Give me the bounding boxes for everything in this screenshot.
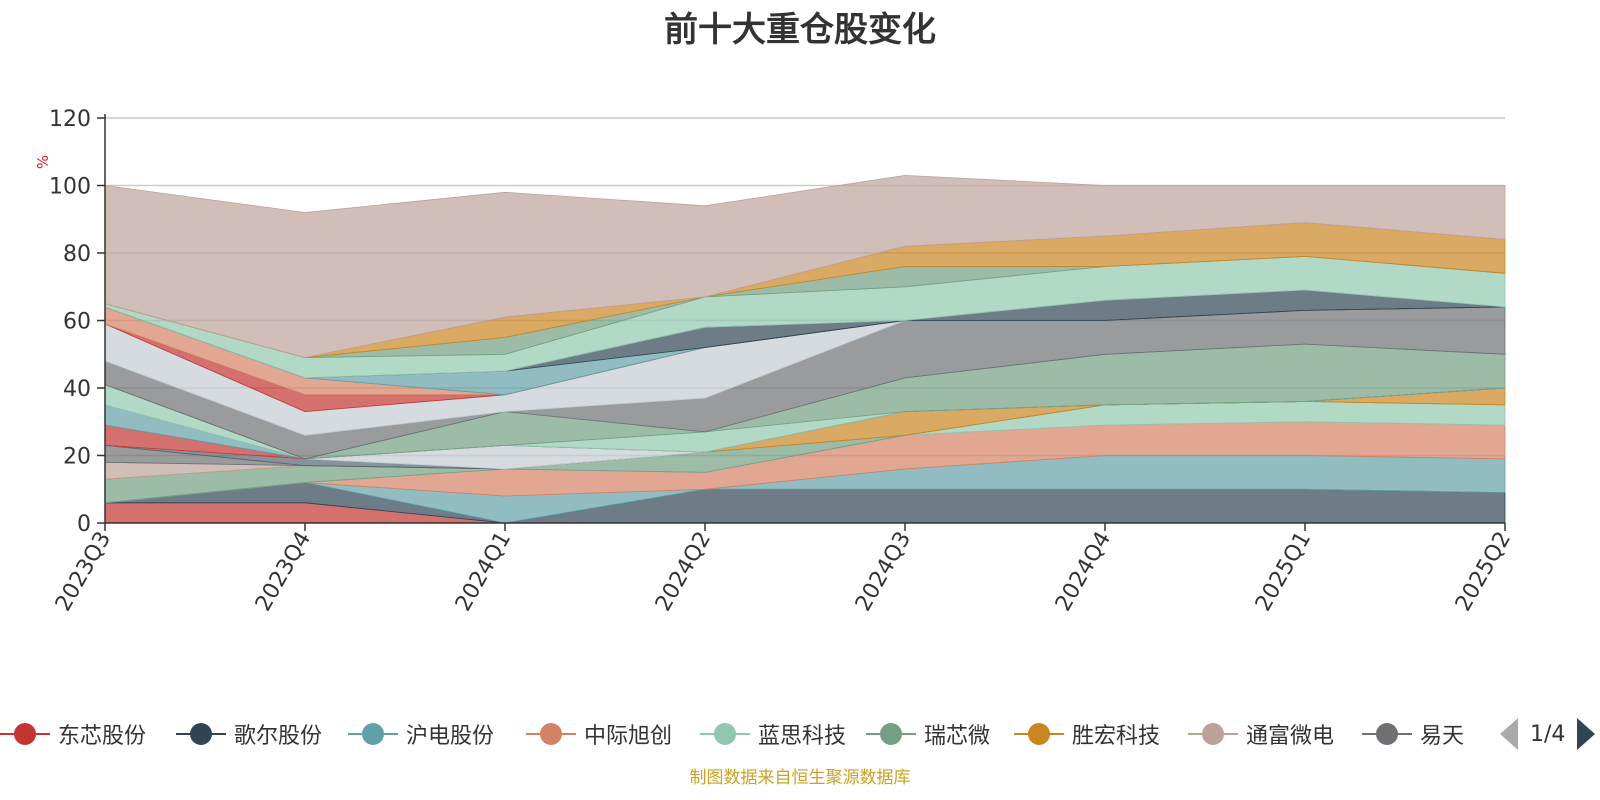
y-tick-label: 0 xyxy=(77,512,91,537)
legend-marker-icon xyxy=(1362,722,1412,746)
legend-item[interactable]: 通富微电 xyxy=(1188,716,1334,752)
legend-label: 东芯股份 xyxy=(58,724,147,749)
y-tick-label: 40 xyxy=(63,377,91,402)
legend-item[interactable]: 瑞芯微 xyxy=(866,716,990,752)
y-tick-label: 100 xyxy=(49,175,91,200)
legend-label: 通富微电 xyxy=(1246,724,1335,749)
legend-item[interactable]: 东芯股份 xyxy=(0,716,146,752)
legend-marker-icon xyxy=(0,722,50,746)
x-tick-label: 2024Q2 xyxy=(651,528,716,616)
area-series-24[interactable] xyxy=(104,174,1506,359)
x-tick-label: 2025Q2 xyxy=(1451,528,1516,616)
legend-label: 中际旭创 xyxy=(584,724,673,749)
x-tick-label: 2024Q1 xyxy=(451,528,516,616)
pager-next-icon[interactable] xyxy=(1577,718,1596,750)
y-tick-label: 80 xyxy=(63,242,91,267)
legend-item[interactable]: 歌尔股份 xyxy=(176,716,322,752)
x-tick-label: 2023Q3 xyxy=(51,528,116,616)
y-tick-label: 120 xyxy=(49,107,91,132)
source-note: 制图数据来自恒生聚源数据库 xyxy=(689,768,911,788)
area-layer xyxy=(104,174,1506,524)
chart-title: 前十大重仓股变化 xyxy=(664,10,936,50)
legend-marker-icon xyxy=(176,722,226,746)
legend-marker-icon xyxy=(526,722,576,746)
legend-label: 易天 xyxy=(1420,724,1465,749)
legend-marker-icon xyxy=(348,722,398,746)
legend-label: 瑞芯微 xyxy=(924,724,991,749)
legend-item[interactable]: 蓝思科技 xyxy=(700,716,846,752)
legend-label: 沪电股份 xyxy=(406,724,495,749)
legend-label: 蓝思科技 xyxy=(758,724,847,749)
legend-label: 歌尔股份 xyxy=(234,724,323,749)
legend-item[interactable]: 易天 xyxy=(1362,716,1464,752)
x-tick-label: 2024Q3 xyxy=(851,528,916,616)
y-tick-label: 20 xyxy=(63,445,91,470)
legend-item[interactable]: 中际旭创 xyxy=(526,716,672,752)
legend-label: 胜宏科技 xyxy=(1072,724,1161,749)
y-axis-label: % xyxy=(34,155,52,169)
pager-prev-icon[interactable] xyxy=(1500,718,1518,750)
legend: 东芯股份 歌尔股份 沪电股份 中际旭创 蓝思科技 瑞芯微 胜宏科技 通富微电 易天 xyxy=(0,716,1480,752)
legend-marker-icon xyxy=(1014,722,1064,746)
legend-item[interactable]: 沪电股份 xyxy=(348,716,494,752)
legend-item[interactable]: 胜宏科技 xyxy=(1014,716,1160,752)
legend-marker-icon xyxy=(866,722,916,746)
pager-text: 1/4 xyxy=(1530,721,1566,747)
y-tick-label: 60 xyxy=(63,310,91,335)
x-tick-label: 2025Q1 xyxy=(1251,528,1316,616)
legend-marker-icon xyxy=(1188,722,1238,746)
x-tick-label: 2024Q4 xyxy=(1051,528,1116,616)
legend-marker-icon xyxy=(700,722,750,746)
legend-pager: 1/4 xyxy=(1500,718,1596,750)
x-tick-label: 2023Q4 xyxy=(251,528,316,616)
